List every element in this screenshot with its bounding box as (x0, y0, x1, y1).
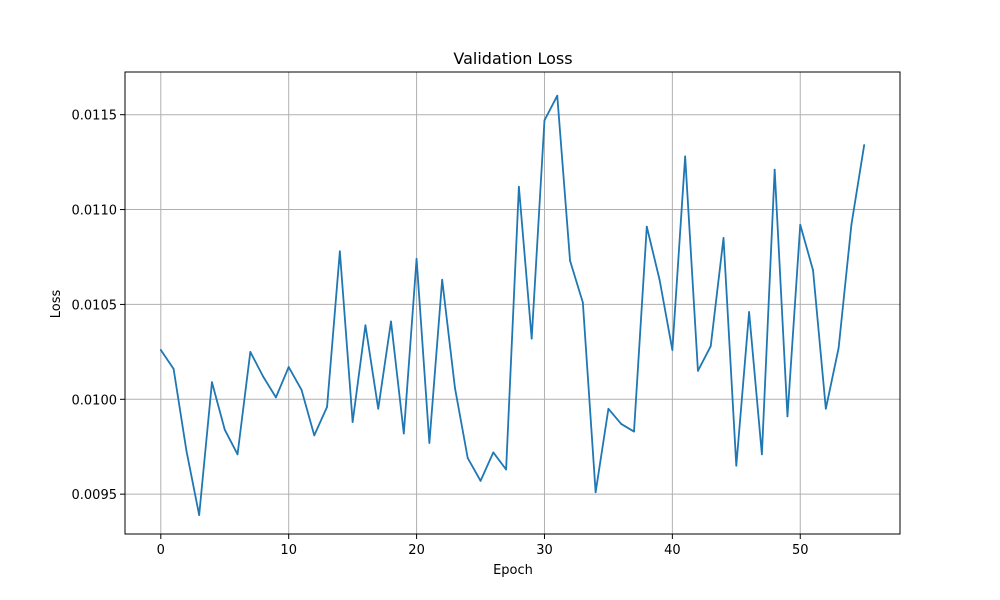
data-point (824, 407, 827, 410)
data-point (671, 349, 674, 351)
x-tick-label: 10 (280, 543, 297, 558)
chart-title: Validation Loss (453, 49, 572, 68)
data-point (556, 94, 559, 97)
y-tick-label: 0.0105 (72, 298, 118, 313)
data-point (786, 415, 789, 418)
data-point (620, 423, 623, 425)
data-point (863, 144, 866, 146)
data-point (441, 278, 444, 281)
data-point (517, 185, 520, 188)
data-point (607, 407, 610, 410)
data-point (709, 345, 712, 348)
data-point (748, 311, 750, 313)
data-point (390, 320, 392, 323)
x-tick-label: 20 (408, 543, 425, 558)
data-point (223, 428, 226, 431)
data-point (812, 269, 814, 272)
data-point (773, 168, 776, 171)
data-point (543, 119, 546, 122)
data-point (287, 366, 290, 368)
data-point (633, 430, 635, 433)
x-tick-label: 30 (536, 543, 553, 558)
data-point (185, 449, 188, 452)
data-point (313, 434, 316, 437)
data-point (351, 421, 354, 423)
data-point (581, 301, 584, 304)
grid-lines (125, 72, 900, 534)
data-point (760, 453, 763, 456)
data-point (275, 396, 277, 399)
data-point (402, 432, 405, 435)
data-point (172, 368, 175, 370)
data-point (684, 155, 687, 158)
data-point (479, 479, 482, 482)
data-point (697, 369, 699, 372)
data-point (505, 468, 508, 471)
data-point (377, 407, 380, 410)
x-axis: 0 10 20 30 40 50 (157, 534, 809, 558)
data-point (569, 259, 571, 262)
data-point (159, 349, 162, 351)
data-point (530, 337, 533, 340)
data-point (428, 442, 431, 444)
y-tick-label: 0.0110 (72, 204, 118, 219)
data-point (735, 464, 738, 467)
data-point (594, 491, 597, 494)
data-point (837, 347, 840, 349)
data-point (326, 405, 328, 408)
x-axis-label: Epoch (493, 563, 533, 578)
data-point (850, 223, 853, 226)
y-tick-label: 0.0100 (72, 393, 118, 408)
data-point (799, 223, 802, 226)
data-point (262, 375, 265, 378)
series-line (160, 94, 866, 516)
data-point (198, 514, 201, 516)
y-axis-label: Loss (49, 290, 64, 319)
data-point (722, 237, 725, 239)
x-tick-label: 0 (157, 543, 165, 558)
y-tick-label: 0.0115 (72, 109, 118, 124)
series-group (159, 94, 866, 516)
data-point (454, 387, 456, 389)
data-point (645, 225, 648, 228)
plot-frame (124, 71, 901, 535)
data-point (415, 257, 418, 260)
data-point (338, 250, 341, 253)
data-point (236, 453, 239, 456)
y-tick-label: 0.0095 (72, 488, 118, 503)
data-point (658, 278, 661, 281)
data-point (466, 457, 469, 460)
data-point (249, 350, 252, 353)
data-point (492, 451, 495, 454)
x-tick-label: 40 (664, 543, 681, 558)
y-axis: 0.0095 0.0100 0.0105 0.0110 0.0115 (72, 109, 125, 503)
data-point (300, 388, 303, 391)
data-point (211, 381, 213, 384)
x-tick-label: 50 (792, 543, 809, 558)
data-point (364, 324, 367, 327)
